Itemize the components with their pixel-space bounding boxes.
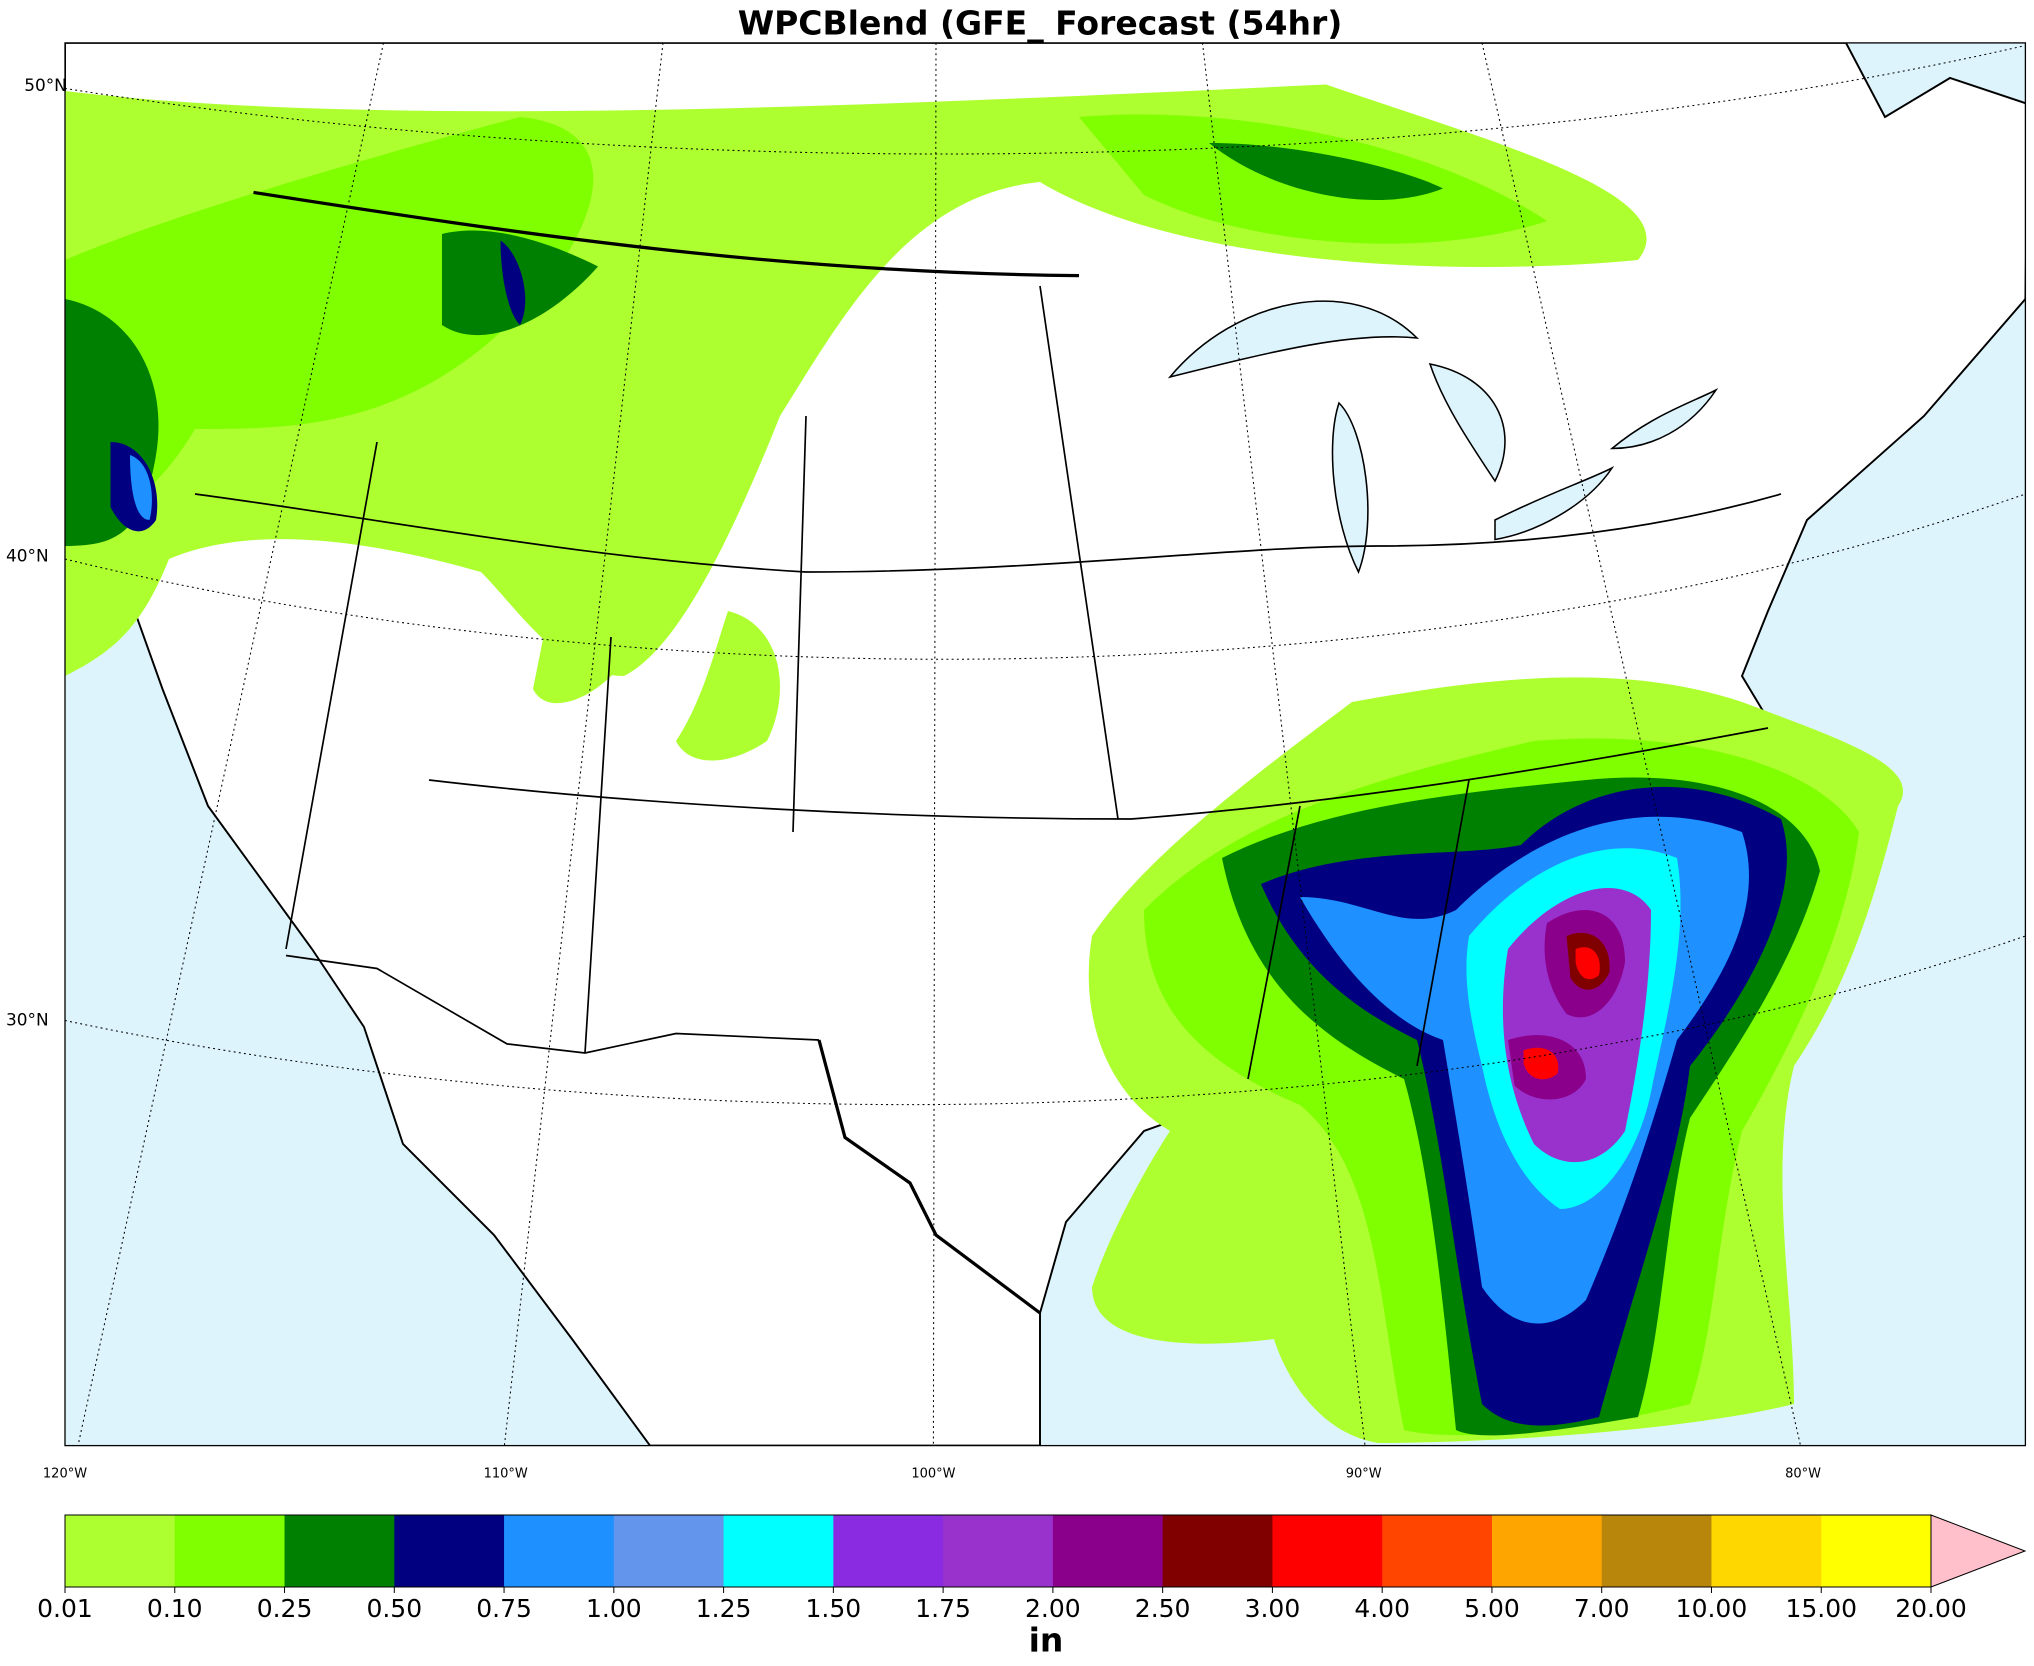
colorbar-tick-label: 20.00 xyxy=(1895,1594,1967,1623)
colorbar-tick-label: 1.00 xyxy=(586,1594,642,1623)
lat-label: 40°N xyxy=(6,545,49,565)
colorbar-swatch xyxy=(174,1515,286,1587)
colorbar-tick-label: 15.00 xyxy=(1785,1594,1857,1623)
colorbar-tick-label: 0.25 xyxy=(257,1594,313,1623)
colorbar-swatch xyxy=(1601,1515,1712,1587)
colorbar-swatch xyxy=(504,1515,615,1587)
colorbar-tick-label: 4.00 xyxy=(1354,1594,1410,1623)
colorbar-tick-label: 2.50 xyxy=(1135,1594,1191,1623)
colorbar-swatch xyxy=(1162,1515,1273,1587)
map: 50°N 40°N 30°N 120°W 110°W 100°W 90°W 80… xyxy=(6,42,2027,1482)
colorbar-swatch xyxy=(1821,1515,1932,1587)
lat-label: 50°N xyxy=(24,75,67,95)
title: WPCBlend (GFE_ Forecast (54hr) xyxy=(738,4,1343,43)
lon-label: 90°W xyxy=(1346,1467,1382,1482)
lon-label: 110°W xyxy=(484,1467,528,1482)
colorbar-tick-label: 1.25 xyxy=(696,1594,752,1623)
colorbar-swatch xyxy=(1711,1515,1822,1587)
colorbar-tick-label: 10.00 xyxy=(1676,1594,1748,1623)
colorbar-swatch xyxy=(284,1515,395,1587)
colorbar-swatch xyxy=(943,1515,1054,1587)
colorbar-swatch xyxy=(723,1515,834,1587)
map-frame xyxy=(64,42,2027,1447)
colorbar-tick-label: 2.00 xyxy=(1025,1594,1081,1623)
colorbar-tick-label: 0.10 xyxy=(147,1594,203,1623)
colorbar-tick-label: 5.00 xyxy=(1464,1594,1520,1623)
colorbar-swatch xyxy=(833,1515,944,1587)
colorbar-tick-label: 0.75 xyxy=(476,1594,532,1623)
borders xyxy=(194,190,1782,1315)
colorbar-swatch xyxy=(1052,1515,1164,1587)
colorbar-tick-label: 7.00 xyxy=(1574,1594,1630,1623)
colorbar-swatch xyxy=(613,1515,725,1587)
colorbar: 0.01 0.10 0.25 0.50 0.75 1.00 1.25 1.50 1.75 2.00… xyxy=(37,1514,2027,1623)
lon-label: 100°W xyxy=(911,1467,955,1482)
colorbar-frame xyxy=(64,1514,1932,1588)
colorbar-tick-label: 0.50 xyxy=(366,1594,422,1623)
colorbar-tick-label: 1.75 xyxy=(915,1594,971,1623)
colorbar-label: in xyxy=(1029,1621,1064,1660)
precip-northwest xyxy=(65,84,1647,761)
colorbar-tick-label: 1.50 xyxy=(806,1594,862,1623)
colorbar-swatch xyxy=(1382,1515,1493,1587)
colorbar-tick-label: 0.01 xyxy=(37,1594,93,1623)
graticule xyxy=(64,42,2026,1446)
colorbar-swatch xyxy=(65,1515,176,1587)
colorbar-swatch xyxy=(394,1515,505,1587)
colorbar-swatch xyxy=(1491,1515,1603,1587)
lat-label: 30°N xyxy=(6,1009,49,1029)
colorbar-tick-label: 3.00 xyxy=(1245,1594,1301,1623)
lon-label: 120°W xyxy=(43,1467,87,1482)
lon-label: 80°W xyxy=(1785,1467,1821,1482)
precip-southeast xyxy=(1088,677,1904,1443)
colorbar-extension xyxy=(1930,1514,2027,1588)
colorbar-swatch xyxy=(1272,1515,1383,1587)
